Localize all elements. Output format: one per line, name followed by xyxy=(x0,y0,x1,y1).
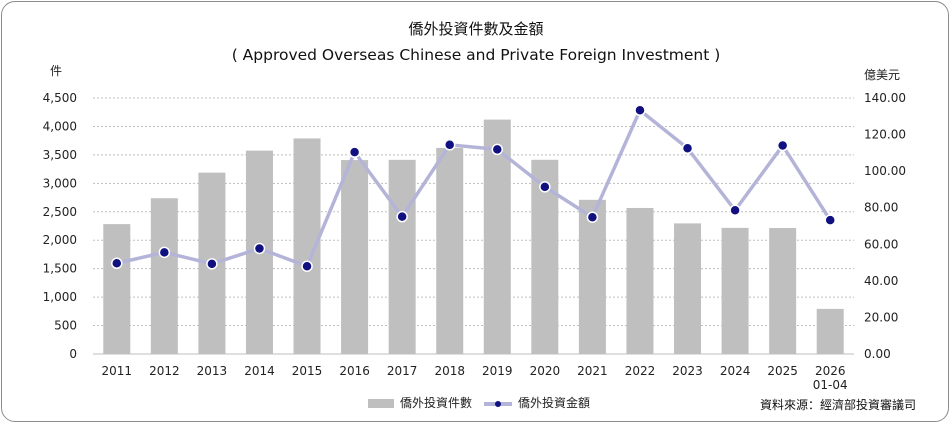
legend-line-swatch xyxy=(484,399,512,409)
x-tick-label: 2022 xyxy=(625,364,656,378)
legend-item-bar: 僑外投資件數 xyxy=(368,394,472,410)
y-right-tick-label: 20.00 xyxy=(864,310,898,324)
y-right-tick-label: 140.00 xyxy=(864,91,906,105)
x-tick-label: 2026 01-04 xyxy=(813,364,848,392)
chart-title: 僑外投資件數及金額 xyxy=(408,20,544,38)
source-note: 資料來源：經濟部投資審議司 xyxy=(760,398,917,412)
line-marker xyxy=(158,246,171,259)
y-right-tick-label: 120.00 xyxy=(864,128,906,142)
x-tick-label: 2019 xyxy=(482,364,513,378)
bar xyxy=(388,159,416,354)
bar xyxy=(436,147,464,354)
x-tick-label: 2015 xyxy=(292,364,323,378)
y-left-tick-label: 500 xyxy=(54,319,77,333)
line-marker xyxy=(824,214,836,226)
x-tick-label: 2011 xyxy=(102,364,133,378)
legend-line-label: 僑外投資金額 xyxy=(518,396,591,410)
x-tick-label: 2016 xyxy=(339,364,370,378)
y-left-tick-label: 0 xyxy=(69,347,77,361)
line-marker xyxy=(586,211,599,223)
y-left-tick-label: 1,000 xyxy=(43,290,77,304)
bar xyxy=(626,207,654,354)
bar xyxy=(769,228,797,354)
x-tick-label: 2013 xyxy=(197,364,228,378)
bar xyxy=(721,227,749,354)
x-tick-label: 2012 xyxy=(149,364,180,378)
line-marker xyxy=(539,181,551,193)
y-left-tick-label: 3,500 xyxy=(43,148,77,162)
line-marker xyxy=(396,210,408,223)
y-right-tick-label: 40.00 xyxy=(864,274,898,288)
x-tick-label: 2014 xyxy=(244,364,275,378)
bar xyxy=(578,199,606,354)
y-left-tick-label: 2,500 xyxy=(43,205,77,219)
bar xyxy=(816,308,844,354)
line-marker xyxy=(111,257,123,270)
y-right-tick-label: 0.00 xyxy=(864,347,891,361)
line-marker xyxy=(491,143,504,156)
left-axis-unit: 件 xyxy=(50,64,63,78)
line-marker xyxy=(443,139,456,151)
x-tick-label: 2023 xyxy=(672,364,703,378)
legend-bar-swatch xyxy=(368,399,394,408)
x-tick-label: 2025 xyxy=(767,364,798,378)
y-left-tick-label: 3,000 xyxy=(43,176,77,190)
bar xyxy=(103,224,131,354)
bar xyxy=(150,198,178,354)
right-axis-unit: 億美元 xyxy=(864,68,901,82)
line-marker xyxy=(776,139,789,152)
y-left-tick-label: 2,000 xyxy=(43,233,77,247)
x-tick-label: 2021 xyxy=(577,364,608,378)
y-right-tick-label: 80.00 xyxy=(864,201,898,215)
line-marker xyxy=(681,142,694,155)
x-tick-label: 2020 xyxy=(530,364,561,378)
bar xyxy=(674,223,702,354)
x-tick-label: 2024 xyxy=(720,364,751,378)
y-left-tick-label: 4,000 xyxy=(43,119,77,133)
y-right-tick-label: 100.00 xyxy=(864,164,906,178)
line-marker xyxy=(729,204,741,217)
chart-subtitle: ( Approved Overseas Chinese and Private … xyxy=(231,46,721,64)
series-line xyxy=(116,108,832,268)
line-marker xyxy=(206,258,218,270)
line-marker xyxy=(301,260,313,272)
y-left-tick-label: 1,500 xyxy=(43,262,77,276)
line-marker xyxy=(348,146,361,158)
y-left-tick-label: 4,500 xyxy=(43,91,77,105)
x-tick-label: 2018 xyxy=(434,364,465,378)
line-marker xyxy=(253,242,266,255)
legend-item-line: 僑外投資金額 xyxy=(484,394,590,410)
line-marker xyxy=(634,104,646,117)
legend-bar-label: 僑外投資件數 xyxy=(400,396,473,410)
bar xyxy=(341,160,369,354)
x-tick-label: 2017 xyxy=(387,364,418,378)
y-right-tick-label: 60.00 xyxy=(864,237,898,251)
